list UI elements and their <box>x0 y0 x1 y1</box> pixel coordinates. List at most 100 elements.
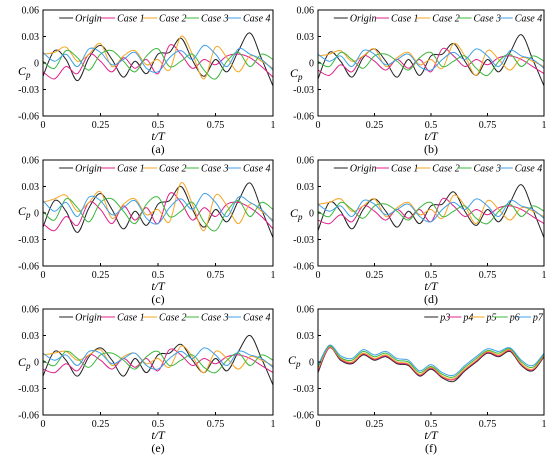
x-tick-label: 1 <box>271 120 276 131</box>
legend-label: Case 1 <box>391 164 419 175</box>
x-tick-label: 0.5 <box>425 270 438 281</box>
series-line-p3 <box>318 347 544 383</box>
plot-frame <box>317 159 545 267</box>
chart-panel-c: 0 0.25 0.5 0.75 1 0.06 0.03 0 -0.03 -0.06 t/T Cp (c)… <box>18 156 276 307</box>
x-tick-label: 0 <box>41 419 46 430</box>
y-tick-label: 0 <box>309 59 314 70</box>
y-tick-label: 0 <box>34 358 39 369</box>
series-line-case-2 <box>318 42 544 76</box>
plot-frame <box>42 159 274 267</box>
series-line-p5 <box>318 346 544 380</box>
y-axis-label-subscript: p <box>297 212 303 222</box>
x-tick-label: 0.5 <box>425 419 438 430</box>
x-tick-label: 0 <box>316 270 321 281</box>
series-line-case-2 <box>43 35 273 80</box>
plot-frame <box>42 308 274 416</box>
legend-label: Case 2 <box>159 313 187 324</box>
series-line-case-3 <box>43 350 273 374</box>
y-axis-label: Cp <box>18 64 31 80</box>
series-line-case-2 <box>318 194 544 225</box>
y-axis-label-subscript: p <box>297 72 303 82</box>
y-tick-label: -0.06 <box>293 112 314 123</box>
x-tick-label: 0.25 <box>366 270 384 281</box>
series-line-case-4 <box>318 198 544 223</box>
x-tick-label: 0.5 <box>152 120 165 131</box>
x-axis-label: t/T <box>151 279 166 293</box>
legend-label: Case 3 <box>474 14 502 25</box>
legend-label: p6 <box>509 313 520 324</box>
legend-label: Case 2 <box>159 14 187 25</box>
legend-label: Case 1 <box>391 14 419 25</box>
y-tick-label: 0 <box>309 358 314 369</box>
chart-panel-f: 0 0.25 0.5 0.75 1 0.06 0.03 0 -0.03 -0.06 t/T Cp (f)… <box>288 305 547 456</box>
chart-panel-b: 0 0.25 0.5 0.75 1 0.06 0.03 0 -0.03 -0.06 t/T Cp (b)… <box>290 6 547 157</box>
panel-caption: (c) <box>151 292 164 306</box>
legend-label: Case 2 <box>432 164 460 175</box>
y-tick-label: 0 <box>34 209 39 220</box>
series-line-p6 <box>318 345 544 378</box>
legend-label: Origin <box>75 14 102 25</box>
y-tick-label: -0.03 <box>293 85 314 96</box>
legend-label: p5 <box>486 313 497 324</box>
x-axis-label: t/T <box>424 129 439 143</box>
x-tick-label: 0.25 <box>92 270 110 281</box>
series-line-case-2 <box>43 182 273 232</box>
panel-caption: (f) <box>425 441 437 455</box>
x-tick-label: 0.5 <box>152 419 165 430</box>
series-line-origin <box>318 34 544 87</box>
legend-label: Case 2 <box>432 14 460 25</box>
series-line-case-4 <box>43 44 273 73</box>
series-line-origin <box>43 334 273 386</box>
legend-label: p3 <box>439 313 450 324</box>
panel-caption: (e) <box>151 441 164 455</box>
y-tick-label: 0.03 <box>297 182 315 193</box>
y-tick-label: 0.06 <box>297 156 315 167</box>
x-tick-label: 1 <box>271 419 276 430</box>
x-tick-label: 0.25 <box>366 120 384 131</box>
x-tick-label: 0.75 <box>479 270 497 281</box>
x-tick-label: 1 <box>271 270 276 281</box>
legend-label: Case 4 <box>243 164 271 175</box>
y-tick-label: -0.03 <box>18 384 39 395</box>
x-axis-label: t/T <box>424 279 439 293</box>
series-line-case-1 <box>318 47 544 76</box>
y-tick-label: -0.06 <box>18 411 39 422</box>
series-line-case-4 <box>318 48 544 71</box>
y-axis-label-subscript: p <box>25 210 31 220</box>
x-tick-label: 0.75 <box>207 120 225 131</box>
series-line-origin <box>43 32 273 87</box>
x-tick-label: 0.25 <box>92 120 110 131</box>
series-line-case-4 <box>43 192 273 225</box>
legend-label: Case 3 <box>474 164 502 175</box>
series-line-case-4 <box>43 347 273 370</box>
x-tick-label: 0.5 <box>425 120 438 131</box>
legend-label: p4 <box>462 313 473 324</box>
x-tick-label: 0.25 <box>366 419 384 430</box>
y-tick-label: 0.03 <box>22 331 40 342</box>
legend-label: Origin <box>75 164 102 175</box>
plot-frame <box>317 9 545 117</box>
y-tick-label: -0.03 <box>293 235 314 246</box>
series-line-origin <box>318 184 544 238</box>
panel-caption: (a) <box>151 142 164 156</box>
legend-label: Case 1 <box>117 313 145 324</box>
x-tick-label: 0.75 <box>479 120 497 131</box>
legend-label: Origin <box>75 313 102 324</box>
y-axis-label-subscript: p <box>25 70 31 80</box>
series-line-p4 <box>318 347 544 381</box>
legend-label: Case 3 <box>201 14 229 25</box>
x-tick-label: 1 <box>542 120 547 131</box>
series-line-origin <box>43 182 273 238</box>
series-line-case-2 <box>43 345 273 374</box>
x-tick-label: 0 <box>41 120 46 131</box>
x-tick-label: 0 <box>316 120 321 131</box>
x-tick-label: 0 <box>316 419 321 430</box>
y-tick-label: 0 <box>309 209 314 220</box>
legend-label: Case 4 <box>515 14 543 25</box>
y-tick-label: 0.03 <box>297 32 315 43</box>
x-tick-label: 0.75 <box>207 419 225 430</box>
x-tick-label: 0.75 <box>479 419 497 430</box>
y-tick-label: 0.06 <box>22 156 40 167</box>
y-tick-label: -0.03 <box>293 384 314 395</box>
y-tick-label: -0.03 <box>18 235 39 246</box>
